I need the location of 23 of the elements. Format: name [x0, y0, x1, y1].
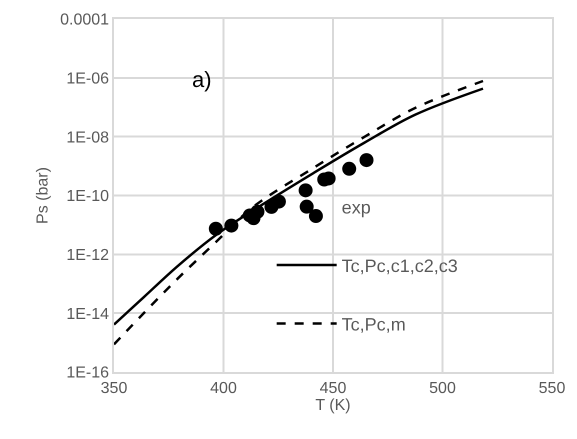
point	[342, 162, 356, 176]
x-axis-title: T (K)	[315, 396, 351, 414]
legend-label: Tc,Pc,c1,c2,c3	[342, 256, 458, 276]
y-tick-label: 1E-12	[66, 246, 110, 264]
point	[308, 209, 323, 224]
legend-label: exp	[342, 198, 371, 218]
y-tick-label: 1E-10	[66, 188, 110, 206]
x-tick-label: 400	[210, 380, 237, 397]
y-tick-label: 0.0001	[60, 12, 110, 29]
x-tick-label: 500	[429, 380, 456, 397]
x-tick-label: 550	[538, 380, 566, 397]
y-tick-label: 1E-16	[66, 364, 110, 382]
y-tick-label: 1E-14	[66, 306, 110, 323]
x-tick-label: 450	[320, 380, 346, 397]
annotation: a)	[192, 67, 212, 92]
x-tick-label: 350	[100, 380, 128, 397]
point	[360, 153, 374, 168]
y-tick-label: 1E-06	[66, 70, 110, 88]
y-axis-title: Ps (bar)	[34, 167, 52, 224]
y-tick-label: 1E-08	[66, 129, 110, 146]
legend-label: Tc,Pc,m	[342, 314, 406, 334]
point	[298, 183, 313, 198]
point	[272, 194, 286, 209]
